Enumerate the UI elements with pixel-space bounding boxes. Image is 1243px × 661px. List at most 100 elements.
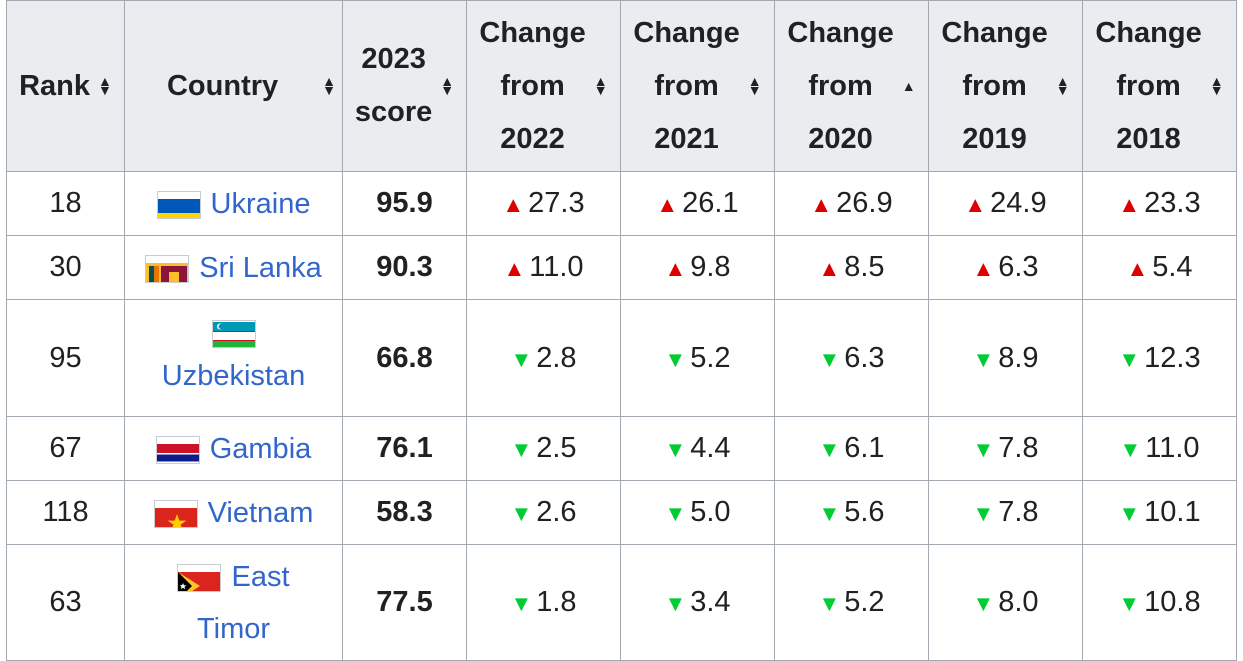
change-value: 27.3 — [528, 187, 585, 219]
change-value: 26.9 — [836, 187, 893, 219]
change-cell: ▼ 7.8 — [928, 416, 1083, 481]
change-cell: ▼ 2.5 — [466, 416, 621, 481]
increase-arrow-icon: ▲ — [503, 256, 526, 281]
increase-arrow-icon: ▲ — [1118, 192, 1141, 217]
table-row: 30 Sri Lanka 90.3 ▲ 11.0 ▲ 9.8 ▲ 8.5 ▲ 6.3 ▲ 5.4 — [6, 235, 1237, 300]
decrease-arrow-icon: ▼ — [972, 437, 995, 462]
sri-lanka-flag-icon[interactable] — [145, 254, 190, 283]
change-cell: ▲ 26.9 — [774, 171, 929, 236]
country-cell: Ukraine — [124, 171, 343, 236]
rank-cell: 63 — [6, 544, 125, 661]
col-change-2020-header[interactable]: Change from 2020 ▲ — [774, 0, 929, 172]
increase-arrow-icon: ▲ — [964, 192, 987, 217]
country-cell: East Timor — [124, 544, 343, 661]
change-cell: ▲ 9.8 — [620, 235, 775, 300]
col-country-header[interactable]: Country ▲ ▼ — [124, 0, 343, 172]
col-change-2019-header[interactable]: Change from 2019 ▲ ▼ — [928, 0, 1083, 172]
change-value: 11.0 — [529, 251, 584, 283]
country-link[interactable]: Ukraine — [210, 187, 311, 220]
country-link[interactable]: Sri Lanka — [199, 251, 322, 284]
score-cell: 58.3 — [342, 480, 467, 545]
gambia-flag-icon[interactable] — [155, 435, 200, 464]
col-change-2022-header[interactable]: Change from 2022 ▲ ▼ — [466, 0, 621, 172]
change-cell: ▲ 26.1 — [620, 171, 775, 236]
change-cell: ▼ 2.6 — [466, 480, 621, 545]
sort-both-icon[interactable]: ▲ ▼ — [593, 73, 608, 98]
country-link[interactable]: Vietnam — [207, 496, 314, 529]
change-cell: ▼ 8.9 — [928, 299, 1083, 417]
change-cell: ▼ 8.0 — [928, 544, 1083, 661]
decrease-arrow-icon: ▼ — [510, 346, 533, 372]
table-row: 95 Uzbekistan 66.8 ▼ 2.8 ▼ 5.2 ▼ 6.3 ▼ 8.9 ▼ 12.3 — [6, 299, 1237, 417]
score-cell: 95.9 — [342, 171, 467, 236]
col-change-2018-header[interactable]: Change from 2018 ▲ ▼ — [1082, 0, 1237, 172]
rank-cell: 18 — [6, 171, 125, 236]
decrease-arrow-icon: ▼ — [510, 501, 533, 526]
uzbekistan-flag-icon[interactable] — [211, 320, 256, 348]
ukraine-flag-icon[interactable] — [156, 190, 201, 219]
sort-both-icon[interactable]: ▲ ▼ — [440, 73, 455, 98]
table-row: 63 East Timor 77.5 ▼ 1.8 ▼ 3.4 ▼ 5.2 ▼ 8.0 ▼ 10.8 — [6, 544, 1237, 661]
ranking-table: Rank ▲ ▼ Country ▲ ▼ 2023 score ▲ ▼ Change fr… — [6, 0, 1237, 661]
rank-cell: 118 — [6, 480, 125, 545]
change-cell: ▼ 6.3 — [774, 299, 929, 417]
increase-arrow-icon: ▲ — [972, 256, 995, 281]
change-cell: ▲ 27.3 — [466, 171, 621, 236]
sort-both-icon[interactable]: ▲ ▼ — [98, 73, 112, 98]
change-value: 8.9 — [998, 341, 1039, 374]
decrease-arrow-icon: ▼ — [818, 437, 841, 462]
vietnam-flag-icon[interactable] — [153, 499, 198, 528]
decrease-arrow-icon: ▼ — [818, 346, 841, 372]
sort-both-icon[interactable]: ▲ ▼ — [747, 73, 762, 98]
change-cell: ▲ 23.3 — [1082, 171, 1237, 236]
decrease-arrow-icon: ▼ — [664, 501, 687, 526]
change-cell: ▼ 1.8 — [466, 544, 621, 661]
decrease-arrow-icon: ▼ — [664, 346, 687, 372]
sort-both-icon[interactable]: ▲ ▼ — [1055, 73, 1070, 98]
decrease-arrow-icon: ▼ — [664, 437, 687, 462]
change-cell: ▼ 5.6 — [774, 480, 929, 545]
decrease-arrow-icon: ▼ — [972, 591, 995, 616]
change-value: 4.4 — [690, 432, 731, 464]
country-link[interactable]: Uzbekistan — [161, 360, 306, 392]
increase-arrow-icon: ▲ — [1126, 256, 1149, 281]
rank-cell: 95 — [6, 299, 125, 417]
col-change-2021-header[interactable]: Change from 2021 ▲ ▼ — [620, 0, 775, 172]
table-row: 67 Gambia 76.1 ▼ 2.5 ▼ 4.4 ▼ 6.1 ▼ 7.8 ▼ 11.0 — [6, 416, 1237, 481]
change-cell: ▼ 2.8 — [466, 299, 621, 417]
sort-both-icon[interactable]: ▲ ▼ — [322, 73, 336, 98]
change-value: 3.4 — [690, 586, 731, 618]
country-cell: Uzbekistan — [124, 299, 343, 417]
change-cell: ▲ 5.4 — [1082, 235, 1237, 300]
rank-cell: 30 — [6, 235, 125, 300]
score-cell: 77.5 — [342, 544, 467, 661]
change-value: 8.5 — [844, 251, 885, 283]
east-timor-flag-icon[interactable] — [177, 563, 222, 592]
change-value: 11.0 — [1145, 432, 1200, 464]
rank-cell: 67 — [6, 416, 125, 481]
change-value: 2.8 — [536, 341, 577, 374]
increase-arrow-icon: ▲ — [502, 192, 525, 217]
sort-up-icon[interactable]: ▲ — [901, 77, 916, 94]
decrease-arrow-icon: ▼ — [510, 437, 533, 462]
change-value: 26.1 — [682, 187, 739, 219]
change-value: 23.3 — [1144, 187, 1201, 219]
decrease-arrow-icon: ▼ — [1118, 591, 1141, 616]
change-value: 5.0 — [690, 496, 731, 528]
decrease-arrow-icon: ▼ — [664, 591, 687, 616]
change-cell: ▼ 5.2 — [774, 544, 929, 661]
change-cell: ▼ 10.8 — [1082, 544, 1237, 661]
country-link[interactable]: Gambia — [209, 432, 312, 465]
change-value: 6.3 — [844, 341, 885, 374]
country-link[interactable]: East Timor — [196, 560, 290, 645]
col-rank-header[interactable]: Rank ▲ ▼ — [6, 0, 125, 172]
increase-arrow-icon: ▲ — [810, 192, 833, 217]
col-score-header[interactable]: 2023 score ▲ ▼ — [342, 0, 467, 172]
change-value: 5.2 — [690, 341, 731, 374]
change-value: 1.8 — [536, 586, 577, 618]
increase-arrow-icon: ▲ — [664, 256, 687, 281]
change-value: 2.6 — [536, 496, 577, 528]
change-value: 7.8 — [998, 496, 1039, 528]
sort-both-icon[interactable]: ▲ ▼ — [1209, 73, 1224, 98]
change-value: 24.9 — [990, 187, 1047, 219]
